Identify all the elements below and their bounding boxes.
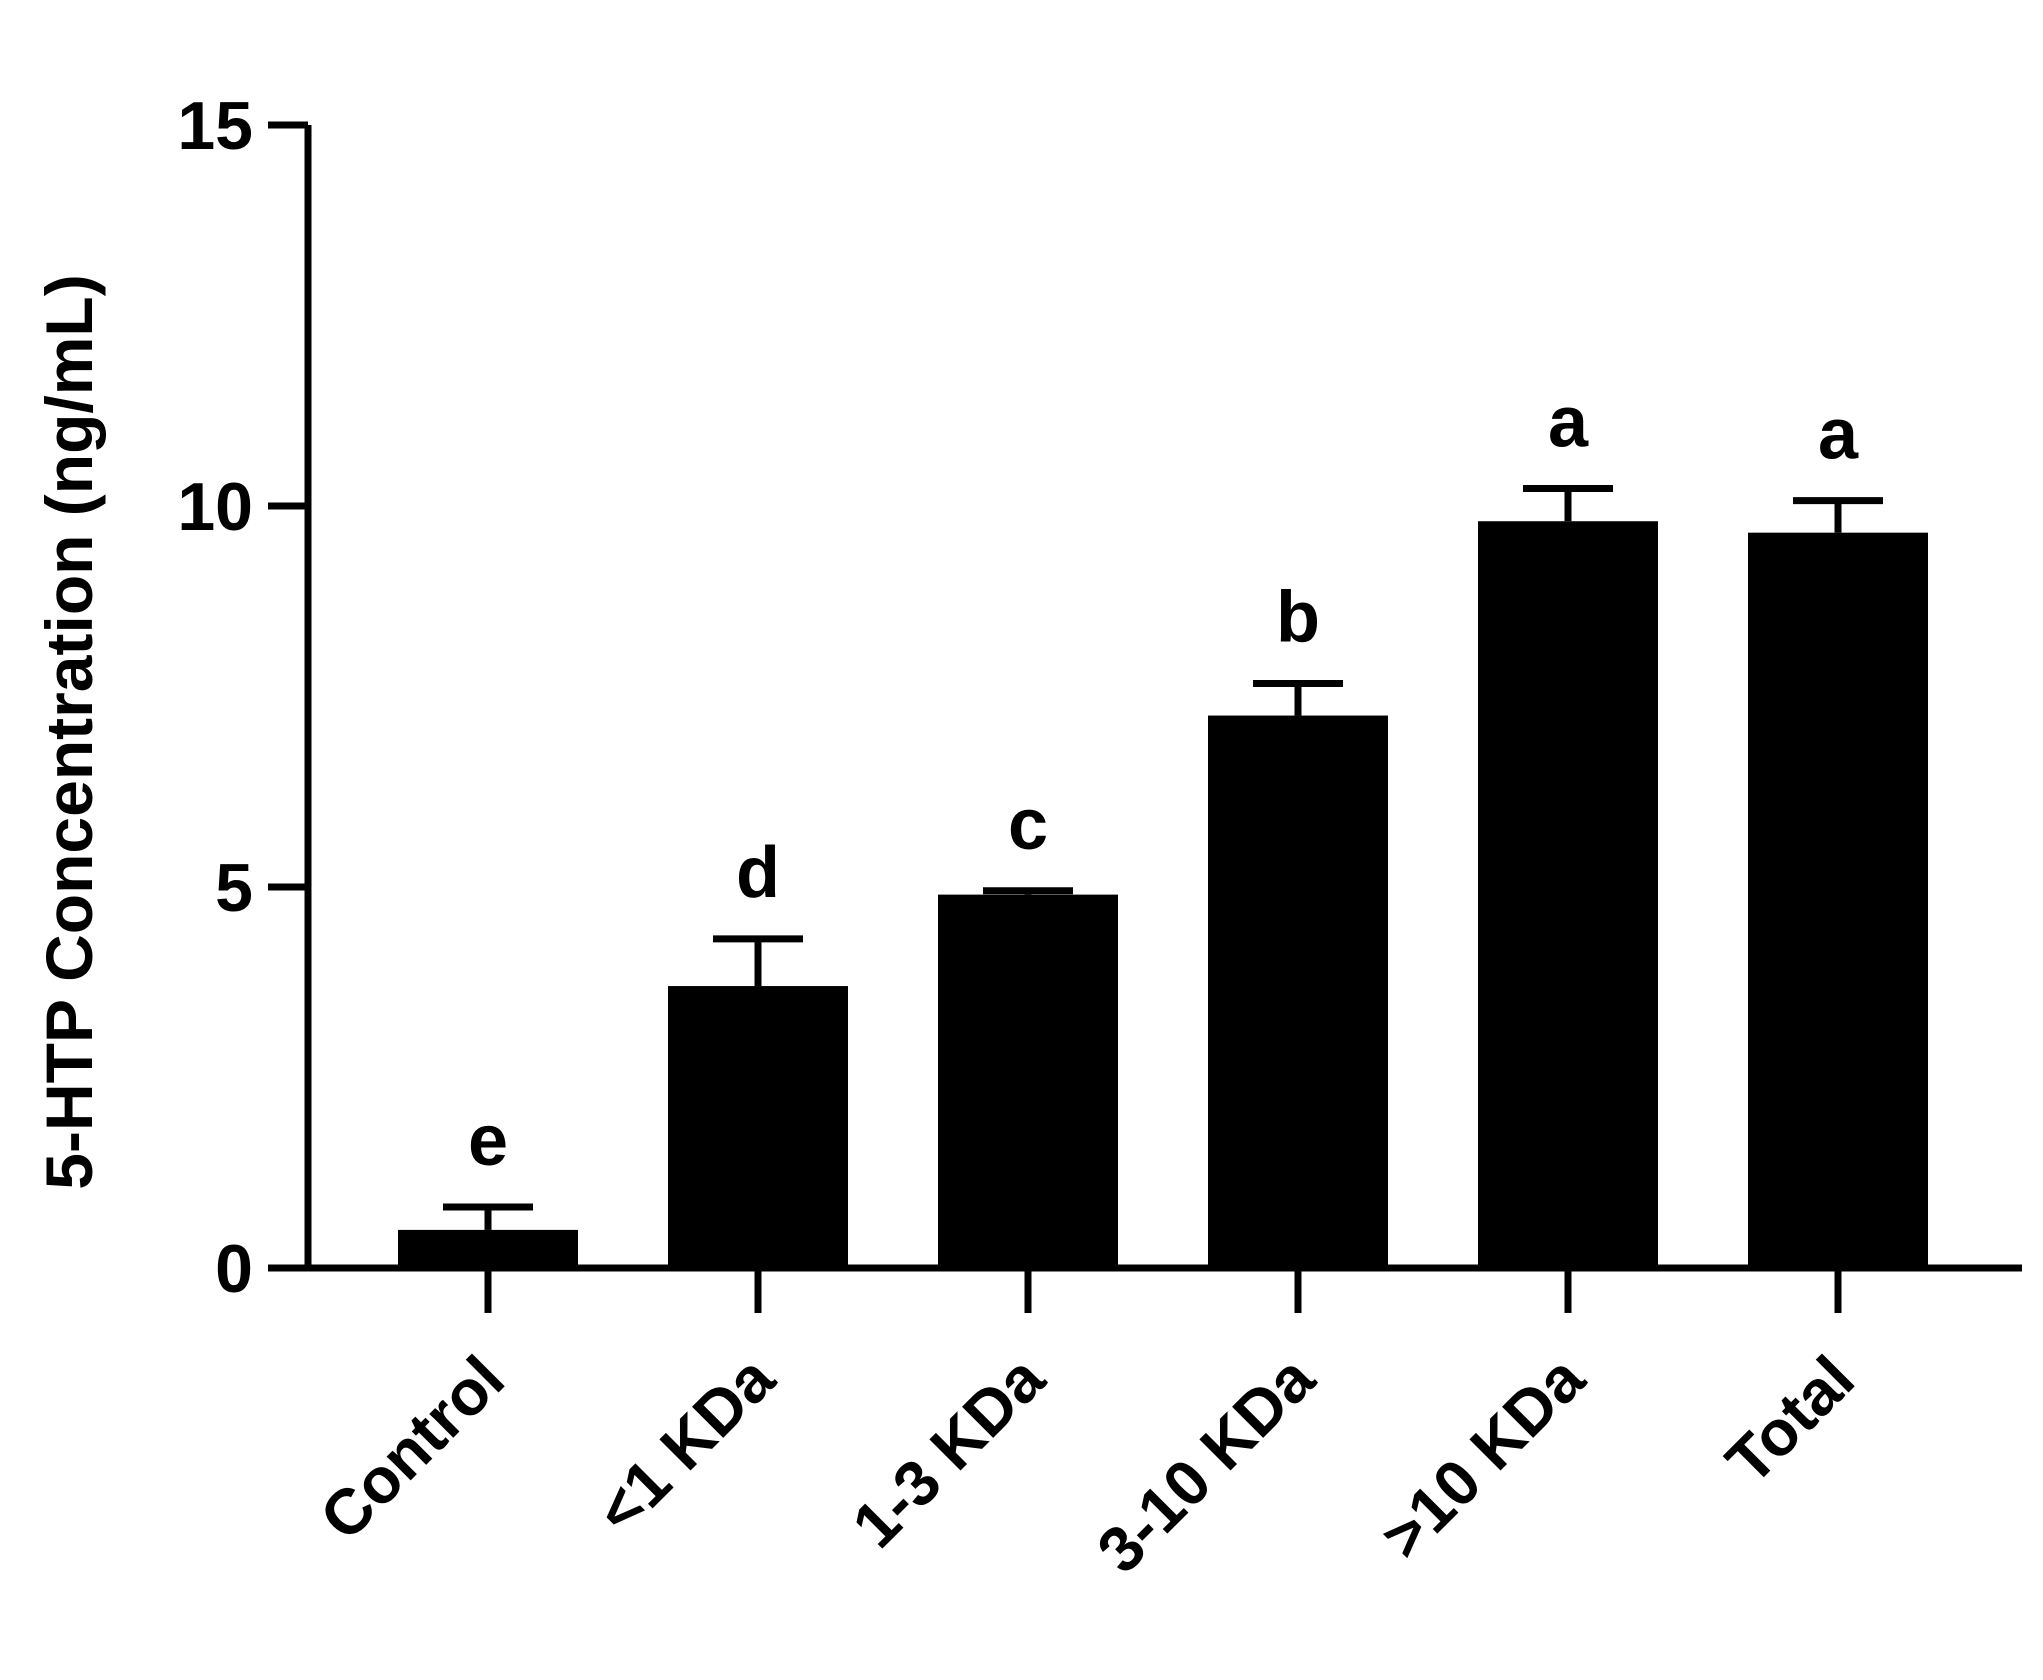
- x-tick-label: <1 KDa: [582, 1342, 788, 1548]
- error-bars-group: [443, 484, 1883, 1230]
- significance-letter: b: [1276, 578, 1320, 658]
- y-axis: 0 5 10 15: [177, 88, 312, 1307]
- x-tick-label: 1-3 KDa: [838, 1342, 1058, 1562]
- significance-letter: d: [736, 833, 780, 913]
- significance-letters-group: e d c b a a: [468, 382, 1859, 1181]
- bars-group: [398, 521, 1928, 1268]
- bar: [668, 986, 848, 1268]
- bar: [398, 1229, 578, 1268]
- significance-letter: a: [1818, 395, 1859, 475]
- significance-letter: c: [1008, 785, 1048, 865]
- x-tick-label: >10 KDa: [1367, 1342, 1598, 1573]
- significance-letter: a: [1548, 382, 1589, 462]
- y-axis-label: 5-HTP Concentration (ng/mL): [32, 274, 106, 1189]
- x-axis: Control <1 KDa 1-3 KDa 3-10 KDa >10 KDa Total: [304, 1264, 2022, 1587]
- x-tick-label: Control: [306, 1342, 518, 1554]
- y-tick-label: 15: [177, 88, 253, 164]
- y-tick-label: 5: [215, 850, 253, 926]
- bar: [1208, 715, 1388, 1268]
- bar: [938, 894, 1118, 1268]
- x-tick-label: 3-10 KDa: [1083, 1342, 1328, 1587]
- y-tick-label: 10: [177, 469, 253, 545]
- bar: [1478, 521, 1658, 1268]
- x-tick-label: Total: [1712, 1342, 1868, 1498]
- significance-letter: e: [468, 1101, 508, 1181]
- bar: [1748, 532, 1928, 1268]
- y-tick-label: 0: [215, 1231, 253, 1307]
